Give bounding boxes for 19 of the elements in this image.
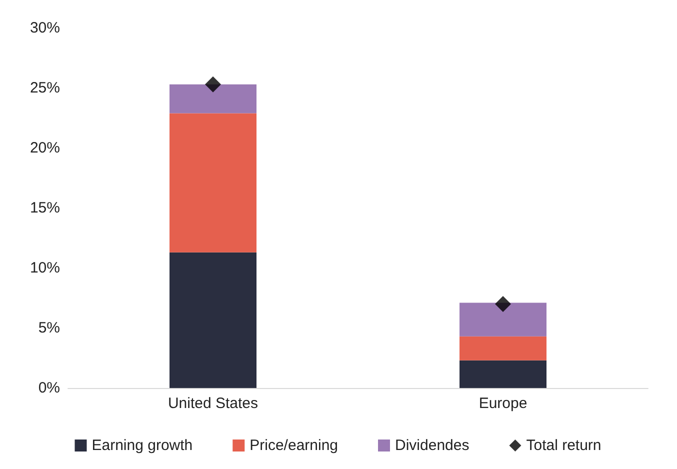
y-tick-label: 25% — [30, 80, 60, 96]
y-tick-label: 20% — [30, 140, 60, 156]
bar — [170, 84, 256, 114]
legend-label: Dividendes — [395, 437, 470, 454]
bar — [460, 360, 546, 388]
x-tick-label: United States — [168, 395, 258, 412]
legend-label: Earning growth — [92, 437, 193, 454]
legend-label: Total return — [526, 437, 602, 454]
bar — [460, 336, 546, 360]
y-tick-label: 30% — [30, 20, 60, 36]
y-tick-label: 15% — [30, 200, 60, 216]
bar — [460, 302, 546, 336]
bar — [170, 113, 256, 252]
legend-label: Price/earning — [250, 437, 338, 454]
y-tick-label: 0% — [38, 380, 60, 396]
x-tick-label: Europe — [478, 395, 528, 412]
bar — [170, 252, 256, 388]
y-tick-label: 5% — [38, 320, 60, 336]
y-tick-label: 10% — [30, 260, 60, 276]
